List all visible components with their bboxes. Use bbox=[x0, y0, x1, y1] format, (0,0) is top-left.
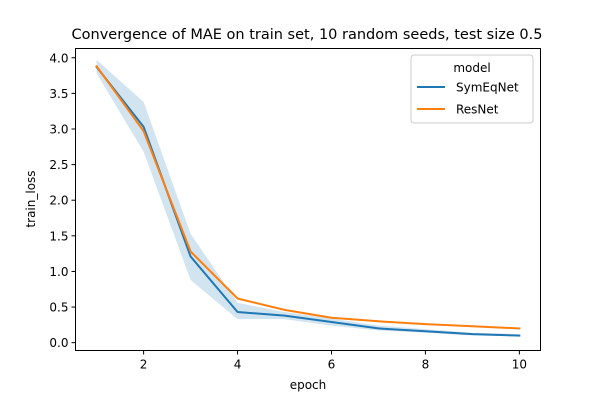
x-tick-label: 6 bbox=[328, 358, 336, 372]
legend-title: model bbox=[453, 61, 490, 75]
plot-frame bbox=[75, 48, 541, 351]
legend-box bbox=[410, 54, 534, 124]
y-axis-label: train_loss bbox=[24, 170, 38, 227]
legend-label-symeqnet: SymEqNet bbox=[456, 81, 519, 95]
y-tick-label: 3.5 bbox=[49, 87, 68, 101]
x-tick-label: 10 bbox=[512, 358, 527, 372]
y-tick-label: 0.5 bbox=[49, 301, 68, 315]
y-tick-label: 1.5 bbox=[49, 229, 68, 243]
x-tick-label: 2 bbox=[140, 358, 148, 372]
chart-title: Convergence of MAE on train set, 10 rand… bbox=[72, 27, 543, 43]
x-axis-label: epoch bbox=[290, 378, 327, 392]
x-tick-label: 4 bbox=[234, 358, 242, 372]
series-line-resnet bbox=[95, 64, 521, 330]
y-tick-label: 2.5 bbox=[49, 158, 68, 172]
y-tick-label: 3.0 bbox=[49, 122, 68, 136]
y-tick-label: 0.0 bbox=[49, 336, 68, 350]
y-tick-label: 4.0 bbox=[49, 51, 68, 65]
legend-label-resnet: ResNet bbox=[456, 103, 499, 117]
confidence-band-symeqnet bbox=[96, 59, 520, 337]
y-tick-label: 2.0 bbox=[49, 194, 68, 208]
y-tick-label: 1.0 bbox=[49, 265, 68, 279]
x-tick-label: 8 bbox=[422, 358, 430, 372]
legend: model SymEqNet ResNet bbox=[410, 54, 534, 124]
